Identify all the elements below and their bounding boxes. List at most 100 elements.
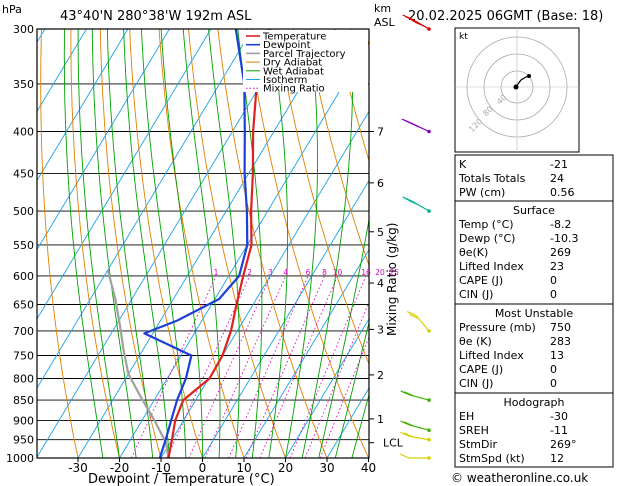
km-tick-label: 6 xyxy=(377,177,384,190)
mixing-ratio-label: 25 xyxy=(389,268,399,277)
index-top-value: 24 xyxy=(550,172,564,185)
hodograph-row-value: 269° xyxy=(550,438,577,451)
most-unstable-row-value: 283 xyxy=(550,335,571,348)
hodograph-row-value: -30 xyxy=(550,410,568,423)
legend-label: Isotherm xyxy=(263,75,307,86)
most-unstable-row-value: 13 xyxy=(550,349,564,362)
most-unstable-row-label: Pressure (mb) xyxy=(459,321,536,334)
wind-barb-feather xyxy=(403,391,414,397)
x-tick-label: 0 xyxy=(199,461,207,475)
location-title: 43°40'N 280°38'W 192m ASL xyxy=(60,9,252,24)
wind-barb-dot xyxy=(427,428,431,433)
hodograph-row-value: -11 xyxy=(550,424,568,437)
surface-row-value: 0 xyxy=(550,288,557,301)
wet-adiabat-line xyxy=(77,29,120,458)
pressure-tick-label: 850 xyxy=(13,394,34,407)
dry-adiabat-line xyxy=(335,29,369,162)
parcel-trajectory-line xyxy=(106,269,170,458)
pressure-tick-label: 550 xyxy=(13,239,34,252)
x-tick-label: -10 xyxy=(151,461,171,475)
hodograph: kt 40 80 120 xyxy=(454,27,580,153)
wind-barb-feather xyxy=(406,311,417,317)
isotherm-line xyxy=(202,179,369,458)
isotherm-line xyxy=(160,110,369,458)
mixing-ratio-line xyxy=(259,275,338,458)
mixing-ratio-label: 2 xyxy=(247,268,252,277)
wet-adiabat-line xyxy=(91,29,137,458)
legend-label: Mixing Ratio xyxy=(263,84,325,95)
dry-adiabat-line xyxy=(40,29,79,458)
hpa-unit-label: hPa xyxy=(2,3,22,16)
mixing-ratio-label: 6 xyxy=(306,268,311,277)
index-top-label: K xyxy=(459,158,467,171)
mixing-ratio-label: 4 xyxy=(283,268,288,277)
skewt-plot: 3003504004505005506006507007508008509009… xyxy=(6,23,399,475)
dry-adiabat-line xyxy=(217,29,328,458)
km-tick-label: 7 xyxy=(377,126,384,139)
most-unstable-row-label: θe (K) xyxy=(459,335,492,348)
wet-adiabat-line xyxy=(285,29,318,458)
x-tick-label: 20 xyxy=(278,461,293,475)
legend-background xyxy=(243,30,368,92)
pressure-tick-label: 1000 xyxy=(6,452,34,465)
legend-label: Dry Adiabat xyxy=(263,58,322,69)
mixing-ratio-axis-label: Mixing Ratio (g/kg) xyxy=(385,223,399,336)
indices-table: K -21 Totals Totals 24 PW (cm) 0.56 Surface T… xyxy=(454,154,614,468)
x-axis-title: Dewpoint / Temperature (°C) xyxy=(88,472,275,486)
wind-barb-dot xyxy=(427,209,431,213)
wet-adiabat-line xyxy=(301,29,354,458)
pressure-tick-label: 500 xyxy=(13,205,34,218)
mixing-ratio-label: 8 xyxy=(322,268,327,277)
surface-box xyxy=(454,200,614,305)
dry-adiabat-line xyxy=(305,29,369,267)
wet-adiabat-line xyxy=(182,29,221,458)
wet-adiabat-line xyxy=(140,29,187,458)
pressure-tick-label: 750 xyxy=(13,349,34,362)
dewpoint-line xyxy=(143,29,249,458)
wind-barb-dot xyxy=(427,129,431,134)
dry-adiabat-line xyxy=(276,29,369,366)
wet-adiabat-line xyxy=(106,29,154,458)
legend-label: Temperature xyxy=(262,32,326,43)
wind-barb-feather xyxy=(408,200,419,206)
surface-row-label: CIN (J) xyxy=(459,288,493,301)
surface-row-label: Lifted Index xyxy=(459,260,524,273)
pressure-tick-label: 400 xyxy=(13,126,34,139)
pressure-tick-label: 800 xyxy=(13,372,34,385)
pressure-tick-label: 700 xyxy=(13,325,34,338)
wet-adiabat-line xyxy=(123,29,170,458)
pressure-tick-label: 600 xyxy=(13,270,34,283)
indices-top-box xyxy=(454,154,614,202)
mixing-ratio-label: 16 xyxy=(361,268,371,277)
surface-title: Surface xyxy=(513,204,555,217)
surface-row-label: Dewp (°C) xyxy=(459,232,515,245)
wet-adiabat-line xyxy=(268,29,289,458)
isotherm-line xyxy=(37,29,87,113)
wind-barb-feather xyxy=(414,21,425,27)
index-top-value: 0.56 xyxy=(550,186,575,199)
mixing-ratio-label: 3 xyxy=(268,268,273,277)
hodograph-row-label: StmSpd (kt) xyxy=(459,452,525,465)
wind-barb-dot xyxy=(427,27,431,31)
legend-label: Dewpoint xyxy=(263,40,311,51)
mixing-ratio-line xyxy=(289,275,367,458)
x-tick-label: -20 xyxy=(110,461,130,475)
pressure-tick-label: 650 xyxy=(13,299,34,312)
surface-row-value: -8.2 xyxy=(550,218,571,231)
wet-adiabat-line xyxy=(237,29,263,458)
dry-adiabat-line xyxy=(129,29,203,458)
hodograph-end-marker xyxy=(527,74,531,78)
pressure-tick-label: 450 xyxy=(13,167,34,180)
km-tick-label: 3 xyxy=(377,323,384,336)
hodograph-row-value: 12 xyxy=(550,452,564,465)
wet-adiabat-line xyxy=(63,29,104,458)
mixing-ratio-line xyxy=(228,275,309,458)
isotherm-line xyxy=(77,29,336,458)
km-unit-label: km xyxy=(374,2,391,15)
wind-barb-dot xyxy=(427,398,431,402)
hodograph-index-box xyxy=(454,392,614,468)
asl-unit-label: ASL xyxy=(374,16,396,29)
most-unstable-row-label: Lifted Index xyxy=(459,349,524,362)
wet-adiabat-line xyxy=(351,392,369,458)
